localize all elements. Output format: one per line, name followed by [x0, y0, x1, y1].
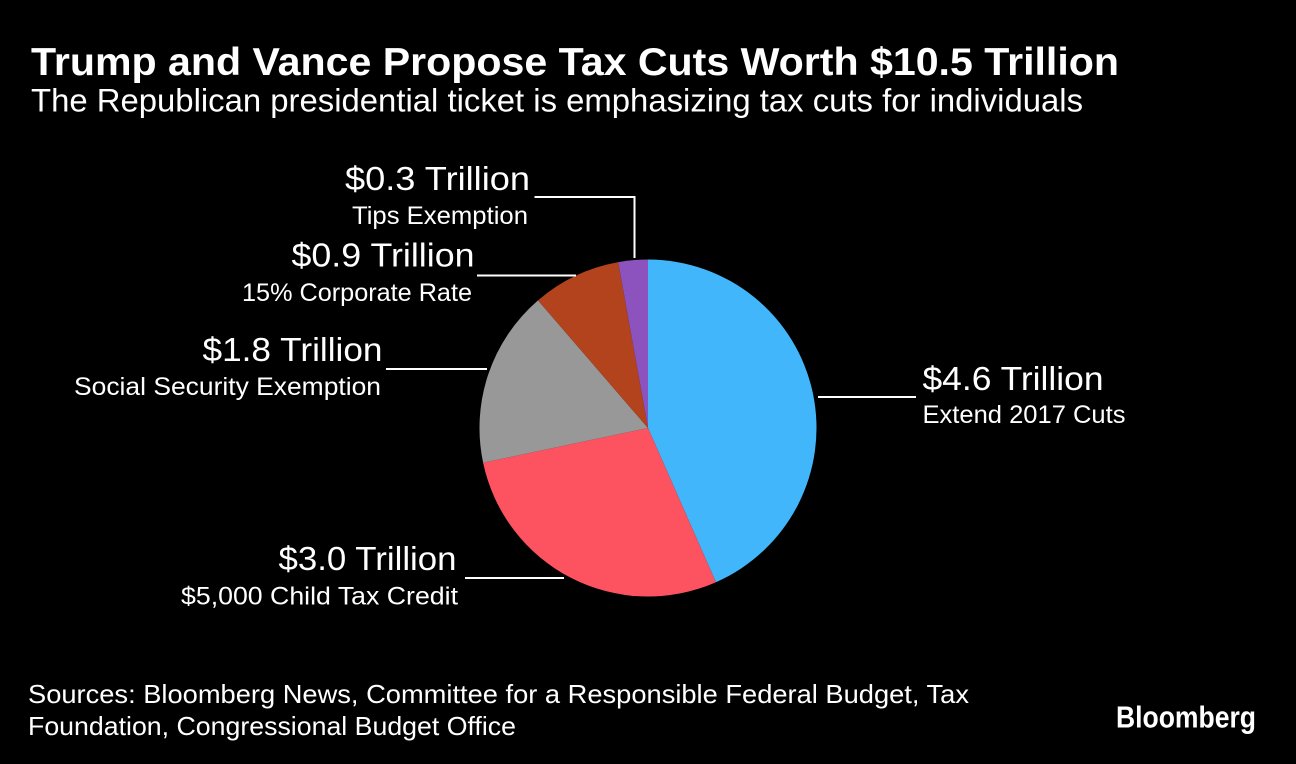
svg-text:$1.8 Trillion: $1.8 Trillion — [203, 332, 383, 369]
svg-text:$0.3 Trillion: $0.3 Trillion — [345, 161, 530, 198]
svg-text:Extend 2017 Cuts: Extend 2017 Cuts — [923, 401, 1126, 429]
svg-text:The Republican presidential ti: The Republican presidential ticket is em… — [31, 83, 1083, 119]
svg-text:15% Corporate Rate: 15% Corporate Rate — [242, 279, 472, 307]
svg-text:$3.0 Trillion: $3.0 Trillion — [279, 541, 457, 578]
svg-text:Tips Exemption: Tips Exemption — [352, 202, 528, 230]
svg-text:Foundation, Congressional Budg: Foundation, Congressional Budget Office — [28, 711, 516, 741]
svg-text:Bloomberg: Bloomberg — [1116, 701, 1256, 735]
svg-text:$5,000 Child Tax Credit: $5,000 Child Tax Credit — [181, 583, 458, 611]
svg-text:$4.6 Trillion: $4.6 Trillion — [923, 361, 1104, 398]
svg-text:Trump and Vance Propose Tax Cu: Trump and Vance Propose Tax Cuts Worth $… — [31, 41, 1119, 84]
svg-text:$0.9 Trillion: $0.9 Trillion — [292, 238, 475, 275]
svg-text:Sources: Bloomberg News, Commi: Sources: Bloomberg News, Committee for a… — [28, 679, 969, 709]
svg-text:Social Security Exemption: Social Security Exemption — [74, 373, 381, 401]
